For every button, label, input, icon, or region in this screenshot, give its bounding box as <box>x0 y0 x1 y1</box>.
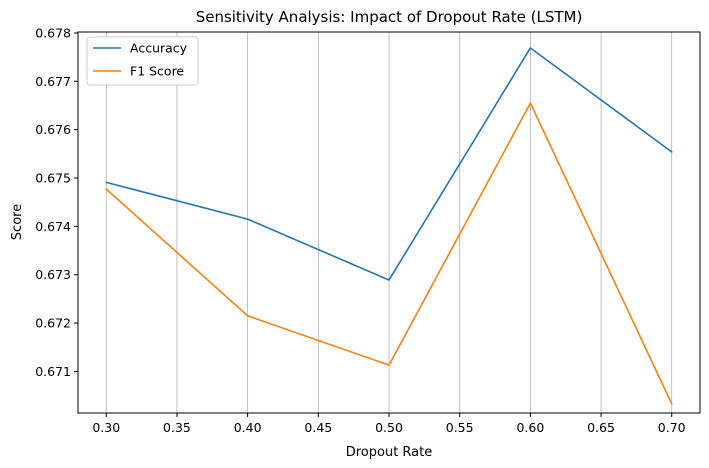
legend-box <box>86 36 199 86</box>
legend-label-accuracy: Accuracy <box>130 41 188 56</box>
chart-title: Sensitivity Analysis: Impact of Dropout … <box>196 8 583 26</box>
y-tick-label: 0.674 <box>35 219 71 234</box>
y-tick-label: 0.673 <box>35 267 71 282</box>
x-tick-label: 0.65 <box>587 420 615 435</box>
series-line-accuracy <box>105 47 673 281</box>
y-tick-label: 0.671 <box>35 364 71 379</box>
x-axis-label: Dropout Rate <box>346 445 433 460</box>
grid-layer <box>105 32 673 413</box>
y-tick-label: 0.672 <box>35 316 71 331</box>
x-tick-label: 0.55 <box>446 420 474 435</box>
x-tick-label: 0.35 <box>163 420 191 435</box>
x-tick-label: 0.60 <box>516 420 544 435</box>
x-axis-ticks: 0.30 0.35 0.40 0.45 0.50 0.55 0.60 0.65 0.70 <box>92 413 686 435</box>
y-tick-label: 0.675 <box>35 171 71 186</box>
y-axis-ticks: 0.671 0.672 0.673 0.674 0.675 0.676 0.677 0.678 <box>35 25 78 379</box>
x-tick-label: 0.40 <box>234 420 262 435</box>
legend-label-f1-score: F1 Score <box>130 64 184 79</box>
y-tick-label: 0.677 <box>35 74 71 89</box>
x-tick-label: 0.45 <box>304 420 332 435</box>
series-layer <box>105 47 673 405</box>
x-tick-label: 0.70 <box>658 420 686 435</box>
y-tick-label: 0.676 <box>35 122 71 137</box>
y-axis-label: Score <box>10 204 25 240</box>
y-tick-label: 0.678 <box>35 25 71 40</box>
legend: Accuracy F1 Score <box>86 36 199 86</box>
x-tick-label: 0.30 <box>92 420 120 435</box>
x-tick-label: 0.50 <box>375 420 403 435</box>
series-line-f1-score <box>105 102 673 405</box>
